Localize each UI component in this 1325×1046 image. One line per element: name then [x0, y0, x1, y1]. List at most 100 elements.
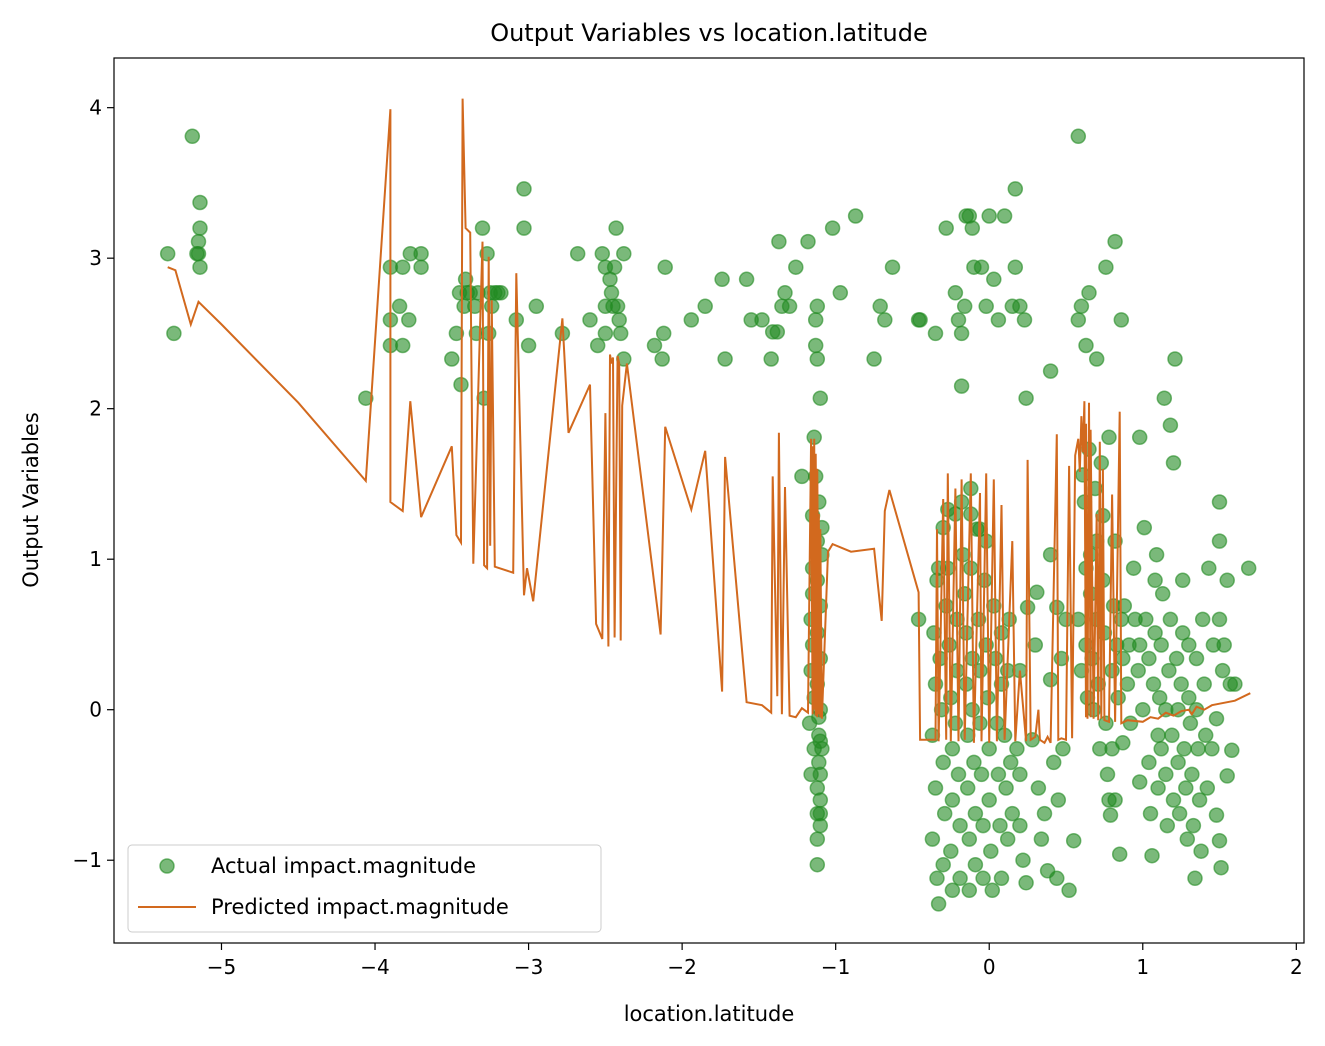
actual-point-67 — [683, 312, 700, 328]
x-tick-label-2: −3 — [514, 955, 543, 979]
y-tick-label-2: 1 — [89, 547, 102, 571]
actual-point-227 — [981, 208, 997, 224]
actual-point-66 — [657, 259, 673, 275]
actual-point-311 — [1130, 662, 1146, 679]
actual-point-351 — [1174, 625, 1191, 641]
actual-point-65 — [655, 325, 672, 342]
actual-point-58 — [609, 298, 626, 315]
actual-point-267 — [1088, 351, 1105, 367]
actual-point-250 — [1030, 780, 1047, 796]
actual-point-384 — [1219, 768, 1235, 784]
actual-point-387 — [1227, 676, 1243, 692]
actual-point-297 — [1104, 662, 1120, 679]
actual-point-7 — [192, 259, 208, 275]
actual-point-14 — [394, 259, 411, 275]
actual-point-225 — [973, 259, 990, 275]
x-tick-label-5: 0 — [983, 955, 996, 979]
actual-point-330 — [1150, 780, 1166, 796]
actual-point-183 — [973, 766, 990, 783]
actual-point-388 — [1240, 560, 1257, 576]
actual-point-170 — [961, 831, 978, 847]
actual-point-306 — [1119, 676, 1136, 692]
actual-point-238 — [1070, 312, 1087, 328]
actual-point-198 — [993, 870, 1010, 887]
actual-point-230 — [996, 208, 1013, 224]
actual-point-145 — [935, 754, 951, 771]
actual-point-219 — [953, 325, 970, 342]
actual-point-208 — [1009, 741, 1025, 757]
actual-point-262 — [1061, 882, 1077, 899]
plot-frame — [113, 57, 1305, 944]
actual-point-356 — [1181, 689, 1197, 706]
actual-point-337 — [1158, 766, 1174, 783]
actual-point-80 — [781, 298, 798, 315]
actual-point-296 — [1102, 807, 1119, 823]
actual-point-342 — [1164, 727, 1180, 744]
actual-point-264 — [1042, 546, 1059, 563]
actual-point-350 — [1173, 676, 1189, 692]
actual-point-289 — [1093, 455, 1110, 471]
actual-point-134 — [927, 325, 944, 342]
actual-point-361 — [1187, 870, 1203, 887]
actual-point-83 — [800, 233, 816, 250]
actual-point-169 — [959, 780, 976, 796]
actual-point-220 — [956, 298, 973, 315]
actual-point-217 — [947, 285, 964, 301]
actual-point-331 — [1151, 689, 1168, 706]
actual-point-319 — [1115, 735, 1131, 751]
actual-point-318 — [1131, 774, 1148, 790]
actual-point-77 — [771, 233, 787, 250]
actual-point-79 — [777, 285, 793, 301]
predicted-line — [167, 98, 1251, 745]
actual-point-189 — [981, 741, 997, 757]
actual-point-263 — [1065, 832, 1082, 849]
actual-point-46 — [569, 245, 586, 262]
plot-area — [159, 98, 1257, 912]
actual-point-61 — [616, 245, 632, 262]
actual-point-57 — [608, 220, 624, 236]
y-tick-label-1: 0 — [89, 698, 102, 722]
actual-point-323 — [1142, 805, 1159, 822]
actual-point-317 — [1141, 650, 1157, 667]
actual-point-368 — [1196, 676, 1212, 692]
actual-point-349 — [1171, 805, 1188, 822]
actual-point-327 — [1147, 572, 1163, 589]
actual-point-268 — [1098, 259, 1114, 275]
actual-point-154 — [944, 792, 961, 808]
actual-point-362 — [1188, 650, 1205, 667]
actual-point-358 — [1182, 715, 1199, 732]
actual-point-64 — [654, 351, 670, 367]
actual-point-109 — [809, 351, 826, 367]
actual-point-309 — [1125, 560, 1142, 576]
actual-point-133 — [912, 312, 928, 328]
actual-point-0 — [159, 245, 176, 262]
actual-point-242 — [1012, 766, 1028, 783]
actual-point-294 — [1099, 766, 1116, 783]
actual-point-218 — [950, 312, 967, 328]
actual-point-110 — [807, 337, 824, 354]
actual-point-6 — [192, 220, 208, 236]
actual-point-128 — [872, 298, 888, 315]
actual-point-314 — [1135, 701, 1151, 718]
actual-point-184 — [975, 817, 991, 834]
actual-point-18 — [413, 245, 429, 262]
actual-point-120 — [812, 766, 829, 783]
actual-point-41 — [516, 181, 532, 197]
actual-point-265 — [1070, 128, 1087, 145]
actual-point-13 — [391, 298, 408, 315]
actual-point-147 — [935, 856, 951, 873]
actual-point-235 — [1016, 312, 1033, 328]
actual-point-326 — [1147, 625, 1163, 641]
actual-point-192 — [984, 882, 1001, 899]
actual-point-353 — [1176, 741, 1192, 757]
actual-point-229 — [990, 312, 1007, 328]
actual-point-251 — [1033, 831, 1050, 847]
actual-point-130 — [884, 259, 901, 275]
actual-point-339 — [1161, 662, 1177, 679]
actual-point-20 — [444, 351, 460, 367]
actual-point-19 — [413, 259, 429, 275]
y-tick-label-5: 4 — [89, 96, 102, 120]
actual-point-256 — [1049, 870, 1065, 887]
actual-point-171 — [961, 882, 978, 899]
actual-point-308 — [1122, 715, 1139, 732]
